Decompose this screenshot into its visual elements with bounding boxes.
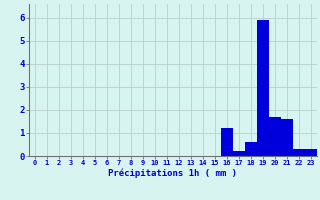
Bar (221, 128, 233, 156)
Bar (281, 119, 293, 156)
Bar (305, 149, 317, 156)
Bar (233, 151, 245, 156)
Bar (269, 117, 281, 156)
Bar (293, 149, 305, 156)
Bar (245, 142, 257, 156)
X-axis label: Précipitations 1h ( mm ): Précipitations 1h ( mm ) (108, 169, 237, 178)
Bar (257, 20, 269, 156)
